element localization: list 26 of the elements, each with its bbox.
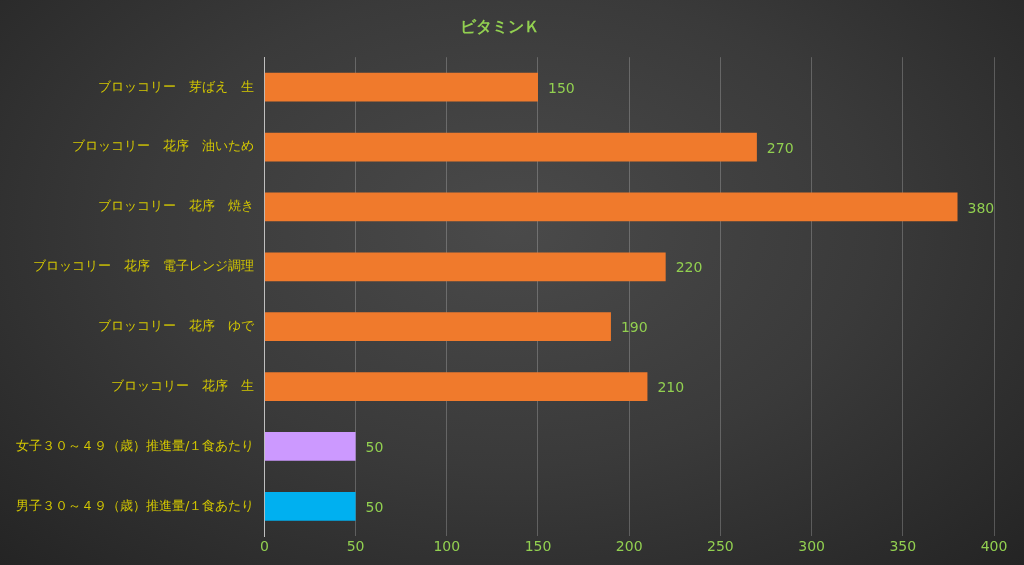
- y-tick-label: ブロッコリー 花序 焼き: [98, 198, 255, 214]
- x-tick-label: 200: [615, 538, 643, 555]
- data-label: 210: [657, 379, 685, 396]
- x-tick-label: 300: [798, 538, 825, 555]
- x-tick-label: 100: [433, 538, 461, 555]
- x-tick-label: 150: [524, 538, 552, 555]
- y-tick-label: 男子３０～４９（歳）推進量/１食あたり: [15, 497, 255, 513]
- y-tick-label: 女子３０～４９（歳）推進量/１食あたり: [15, 437, 255, 453]
- x-tick-label: 350: [889, 538, 917, 555]
- data-label: 220: [675, 259, 703, 276]
- x-tick-label: 50: [346, 538, 365, 555]
- data-label: 270: [766, 139, 794, 156]
- y-tick-label: ブロッコリー 花序 電子レンジ調理: [33, 258, 255, 274]
- y-tick-label: ブロッコリー 花序 ゆで: [98, 318, 256, 334]
- data-label: 190: [620, 319, 648, 336]
- y-tick-label: ブロッコリー 花序 油いため: [72, 138, 255, 154]
- x-tick-label: 0: [259, 538, 269, 555]
- data-label: 380: [967, 199, 995, 216]
- y-tick-label: ブロッコリー 花序 生: [111, 377, 255, 393]
- x-tick-label: 400: [980, 538, 1008, 555]
- x-tick-label: 250: [707, 538, 734, 555]
- data-label: 150: [547, 79, 575, 96]
- data-label: 50: [365, 439, 384, 456]
- chart-title: ビタミンＫ: [460, 16, 540, 36]
- data-label: 50: [365, 498, 384, 515]
- y-tick-label: ブロッコリー 芽ばえ 生: [98, 78, 255, 94]
